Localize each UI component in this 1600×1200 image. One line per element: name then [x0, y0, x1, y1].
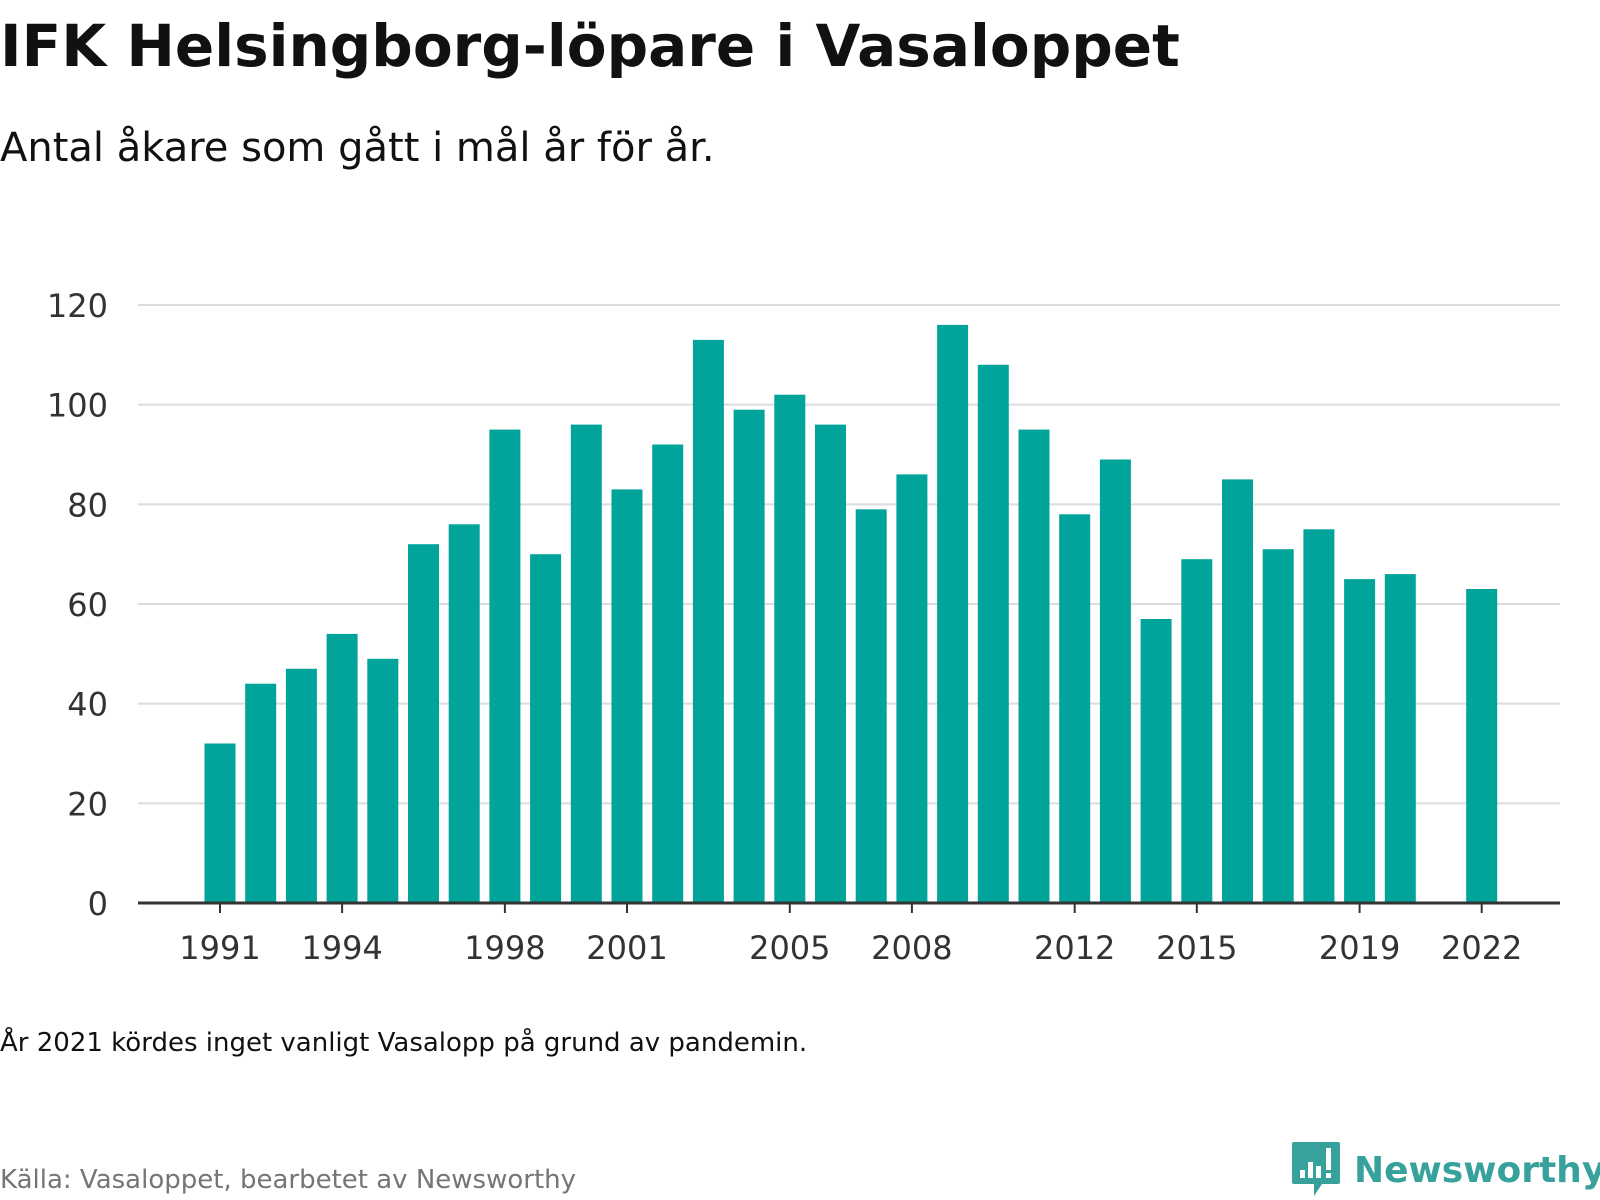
bar-chart: 0 20 40 60 80 100 120 1991 1994 1998 2001 2005 2008… [47, 287, 1560, 967]
bar-1997 [448, 524, 480, 903]
x-tick-label: 1991 [179, 929, 260, 967]
chart-title: IFK Helsingborg-löpare i Vasaloppet [0, 12, 1180, 80]
bar-2020 [1384, 574, 1416, 903]
y-tick-label: 120 [47, 287, 108, 325]
x-tick-label: 2005 [749, 929, 830, 967]
chart-subtitle: Antal åkare som gått i mål år för år. [0, 125, 715, 171]
bar-2022 [1466, 589, 1498, 903]
chart-note: År 2021 kördes inget vanligt Vasalopp på… [0, 1028, 808, 1058]
bar-1991 [204, 743, 236, 903]
bar-2009 [937, 324, 969, 903]
bar-2011 [1018, 429, 1050, 903]
bar-2012 [1059, 514, 1091, 903]
bar-2000 [570, 424, 602, 903]
x-tick-label: 1998 [464, 929, 545, 967]
bar-1995 [367, 658, 399, 903]
x-tick-label: 2012 [1034, 929, 1115, 967]
bar-1999 [530, 554, 562, 903]
y-tick-label: 60 [67, 586, 108, 624]
y-tick-label: 0 [88, 885, 108, 923]
bar-2015 [1181, 559, 1213, 903]
y-tick-label: 100 [47, 387, 108, 425]
newsworthy-logo: Newsworthy [1290, 1140, 1600, 1200]
bar-2002 [652, 444, 684, 903]
y-tick-label: 80 [67, 486, 108, 524]
x-tick-label: 2015 [1156, 929, 1237, 967]
x-tick-label: 1994 [301, 929, 382, 967]
x-tick-label: 2001 [586, 929, 667, 967]
bar-2018 [1303, 529, 1335, 904]
x-tick-label: 2022 [1441, 929, 1522, 967]
x-tick-label: 2019 [1319, 929, 1400, 967]
bar-2019 [1344, 579, 1376, 903]
bar-2003 [692, 339, 724, 903]
y-tick-label: 20 [67, 785, 108, 823]
bar-1992 [245, 683, 277, 903]
bars [204, 324, 1498, 904]
y-tick-label: 40 [67, 686, 108, 724]
x-tick-label: 2008 [871, 929, 952, 967]
logo-text: Newsworthy [1354, 1149, 1600, 1191]
bar-2017 [1262, 549, 1294, 903]
bar-1993 [285, 668, 317, 903]
x-axis-ticks: 1991 1994 1998 2001 2005 2008 2012 2015 2019 2022 [179, 903, 1522, 967]
bar-2007 [855, 509, 887, 903]
source-credit: Källa: Vasaloppet, bearbetet av Newswort… [0, 1165, 576, 1195]
bar-2005 [774, 394, 806, 903]
bar-2004 [733, 409, 765, 903]
bar-2001 [611, 489, 643, 903]
bar-1996 [408, 544, 439, 903]
bar-2010 [977, 364, 1009, 903]
bar-2006 [815, 424, 846, 903]
bar-2013 [1099, 459, 1131, 903]
bar-1994 [326, 633, 358, 903]
y-axis-ticks: 0 20 40 60 80 100 120 [47, 287, 108, 923]
bar-2014 [1140, 619, 1172, 903]
bar-1998 [489, 429, 521, 903]
bar-2016 [1222, 479, 1253, 903]
newsworthy-logo-icon [1292, 1142, 1340, 1196]
bar-2008 [896, 474, 928, 903]
